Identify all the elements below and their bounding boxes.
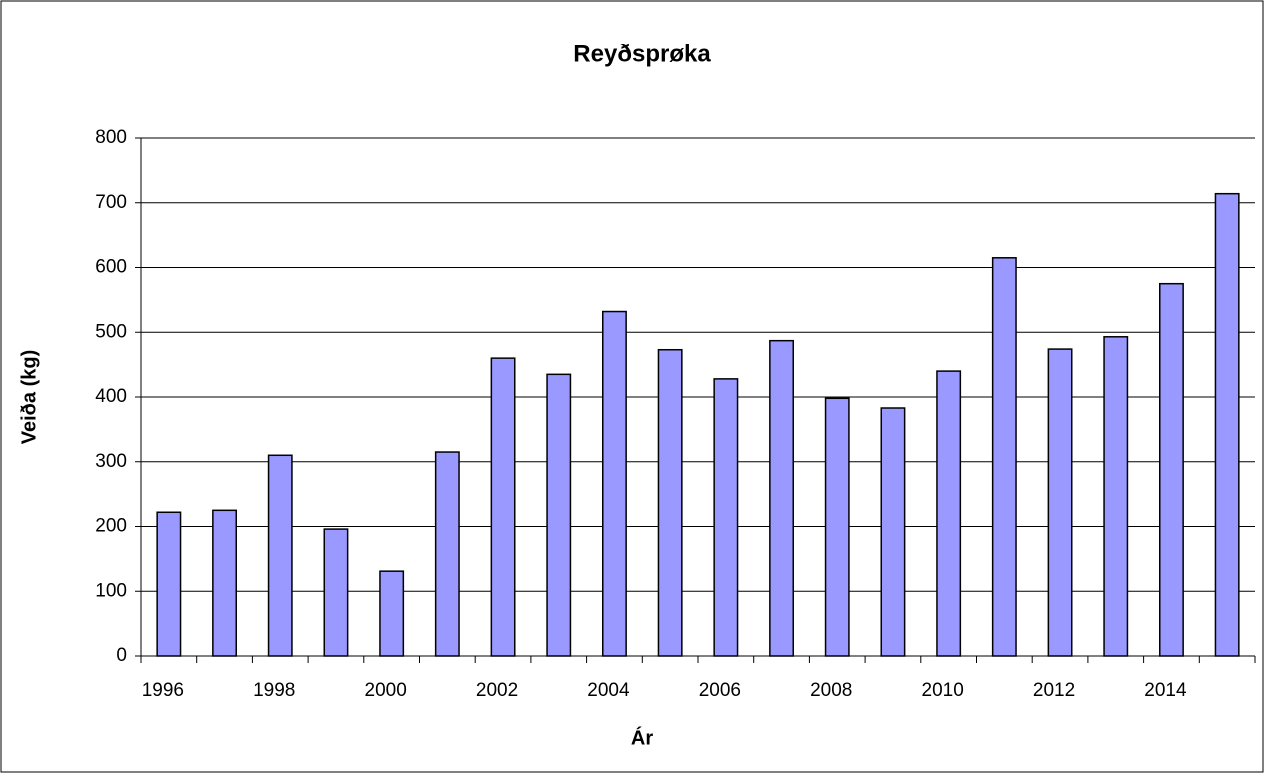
- chart-title: Reyðsprøka: [573, 40, 711, 67]
- y-tick-label: 600: [95, 257, 127, 278]
- y-tick-label: 700: [95, 192, 127, 213]
- bar: [991, 257, 1017, 657]
- y-tick-label: 100: [95, 580, 127, 601]
- x-tick-label: 2000: [365, 680, 407, 701]
- bar: [657, 348, 683, 657]
- bar: [434, 451, 460, 657]
- bar: [267, 454, 293, 657]
- bar: [212, 509, 237, 657]
- bar: [1047, 348, 1073, 657]
- x-tick-label: 2014: [1144, 680, 1187, 701]
- bar: [546, 373, 572, 657]
- bar: [156, 511, 182, 657]
- x-tick-label: 2004: [587, 680, 630, 701]
- bar: [824, 397, 850, 657]
- x-tick-label: 2012: [1033, 680, 1075, 701]
- y-tick-label: 300: [95, 451, 127, 472]
- x-tick-label: 2008: [810, 680, 852, 701]
- bar: [602, 310, 627, 657]
- y-tick-label: 400: [95, 386, 127, 407]
- y-axis-label: Veiða (kg): [18, 350, 40, 444]
- bar: [379, 570, 405, 657]
- x-axis-label: Ár: [631, 726, 653, 749]
- bar: [769, 339, 794, 657]
- x-tick-label: 2006: [699, 680, 741, 701]
- bar: [713, 378, 739, 657]
- bar: [1214, 192, 1240, 657]
- x-tick-label: 2002: [476, 680, 518, 701]
- y-tick-label: 800: [95, 127, 127, 148]
- bar: [936, 370, 962, 657]
- bar: [1103, 336, 1129, 657]
- bar: [880, 407, 906, 657]
- y-tick-label: 500: [95, 321, 127, 342]
- y-tick-label: 0: [116, 645, 127, 666]
- x-tick-label: 2010: [922, 680, 964, 701]
- bar: [1159, 282, 1184, 657]
- bar: [490, 357, 516, 657]
- x-tick-label: 1996: [142, 680, 184, 701]
- x-tick-label: 1998: [253, 680, 295, 701]
- y-tick-label: 200: [95, 516, 127, 537]
- bar: [323, 528, 349, 657]
